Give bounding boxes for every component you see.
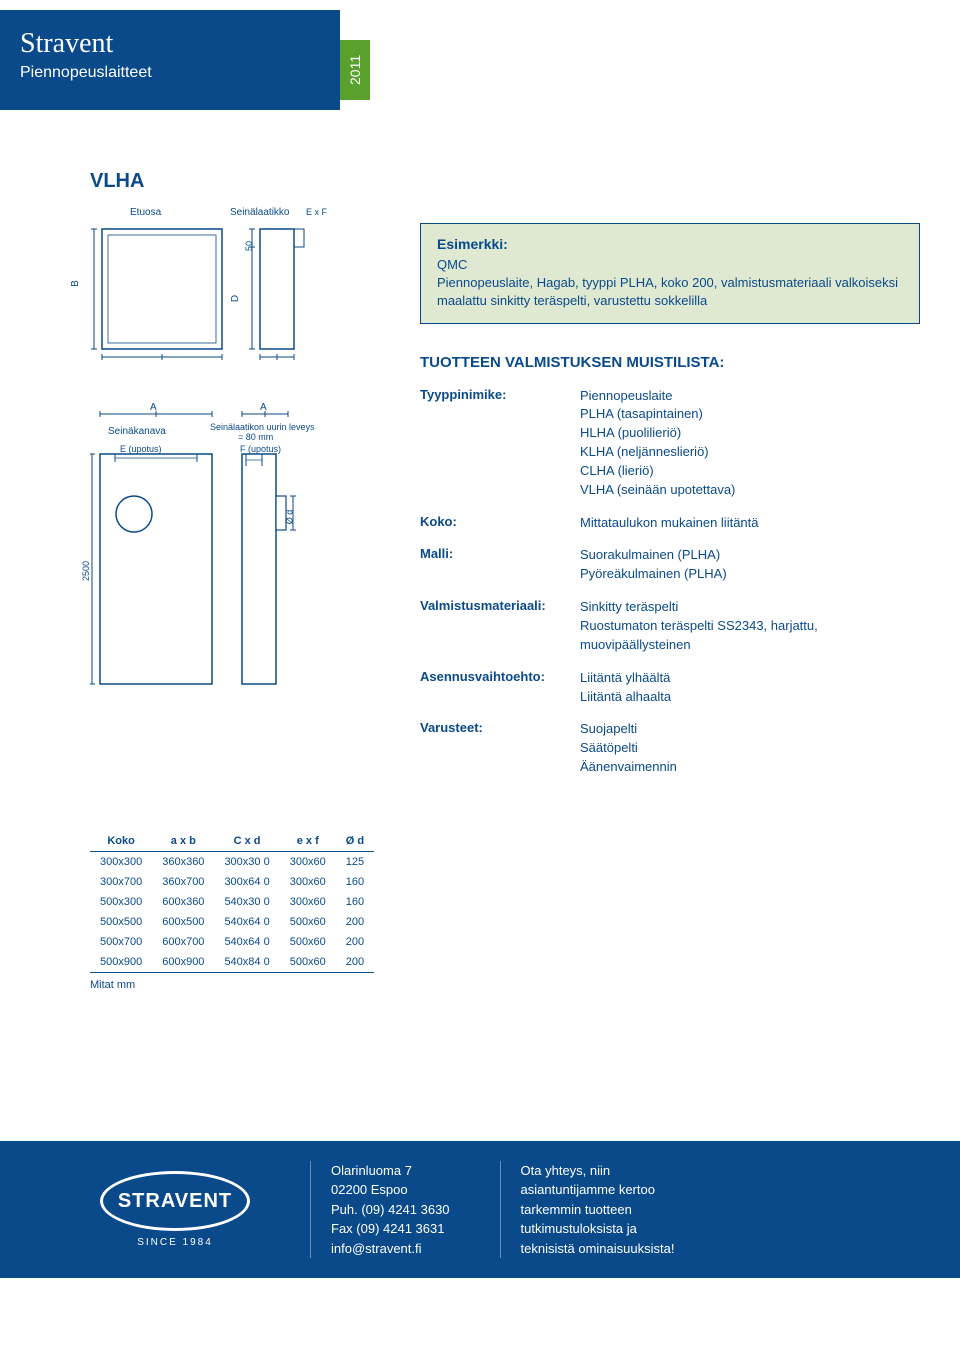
table-header: e x f <box>280 831 336 852</box>
brand-title: Stravent <box>20 28 320 60</box>
logo-since: SINCE 1984 <box>90 1237 260 1248</box>
dimensions-table: Kokoa x bC x de x fØ d 300x300360x360300… <box>90 831 374 973</box>
table-row: 300x300360x360300x30 0300x60125 <box>90 851 374 872</box>
checklist-key: Tyyppinimike: <box>420 387 580 500</box>
table-cell: 600x500 <box>152 912 214 932</box>
seinalaat-diagram <box>248 223 318 363</box>
checklist: TUOTTEEN VALMISTUKSEN MUISTILISTA: Tyypp… <box>420 354 920 777</box>
table-cell: 300x60 <box>280 851 336 872</box>
table-row: 300x700360x700300x64 0300x60160 <box>90 872 374 892</box>
uurin-label: Seinälaatikon uurin leveys <box>210 422 315 432</box>
h2500-label: 2500 <box>81 561 91 581</box>
checklist-value: PiennopeuslaitePLHA (tasapintainen)HLHA … <box>580 387 735 500</box>
etuosa-diagram <box>90 223 230 363</box>
table-cell: 540x64 0 <box>214 912 279 932</box>
table-cell: 160 <box>336 872 374 892</box>
exf-label: E x F <box>306 207 327 217</box>
checklist-row: Asennusvaihtoehto:Liitäntä ylhäältäLiitä… <box>420 669 920 707</box>
table-cell: 360x700 <box>152 872 214 892</box>
table-cell: 500x700 <box>90 932 152 952</box>
table-header: a x b <box>152 831 214 852</box>
example-line2: Piennopeuslaite, Hagab, tyyppi PLHA, kok… <box>437 274 903 310</box>
table-header: C x d <box>214 831 279 852</box>
table-row: 500x900600x900540x84 0500x60200 <box>90 952 374 973</box>
table-cell: 600x360 <box>152 892 214 912</box>
etuosa-label: Etuosa <box>130 207 161 218</box>
table-cell: 300x30 0 <box>214 851 279 872</box>
table-cell: 200 <box>336 912 374 932</box>
table-header: Ø d <box>336 831 374 852</box>
brand-subtitle: Piennopeuslaitteet <box>20 64 320 82</box>
example-box: Esimerkki: QMC Piennopeuslaite, Hagab, t… <box>420 223 920 324</box>
example-line1: QMC <box>437 256 903 274</box>
checklist-row: Koko:Mittataulukon mukainen liitäntä <box>420 514 920 533</box>
table-cell: 540x30 0 <box>214 892 279 912</box>
f-upotus-label: F (upotus) <box>240 444 281 454</box>
uurin-val-label: = 80 mm <box>238 432 273 442</box>
checklist-value: Mittataulukon mukainen liitäntä <box>580 514 759 533</box>
table-cell: 600x900 <box>152 952 214 973</box>
checklist-value: Suorakulmainen (PLHA)Pyöreäkulmainen (PL… <box>580 546 727 584</box>
table-cell: 500x500 <box>90 912 152 932</box>
e-upotus-label: E (upotus) <box>120 444 162 454</box>
table-cell: 200 <box>336 932 374 952</box>
checklist-key: Malli: <box>420 546 580 584</box>
table-cell: 500x300 <box>90 892 152 912</box>
dim-d-label: D <box>230 295 241 302</box>
footer-contact: Olarinluoma 702200 EspooPuh. (09) 4241 3… <box>310 1161 450 1259</box>
table-cell: 600x700 <box>152 932 214 952</box>
checklist-value: Sinkitty teräspeltiRuostumaton teräspelt… <box>580 598 920 655</box>
footer-message: Ota yhteys, niinasiantuntijamme kertoota… <box>500 1161 675 1259</box>
table-cell: 200 <box>336 952 374 973</box>
checklist-key: Varusteet: <box>420 720 580 777</box>
checklist-key: Koko: <box>420 514 580 533</box>
checklist-key: Asennusvaihtoehto: <box>420 669 580 707</box>
checklist-row: Tyyppinimike:PiennopeuslaitePLHA (tasapi… <box>420 387 920 500</box>
dim-b-label: B <box>70 280 81 287</box>
table-cell: 500x60 <box>280 912 336 932</box>
table-cell: 300x60 <box>280 872 336 892</box>
table-cell: 125 <box>336 851 374 872</box>
table-row: 500x700600x700540x64 0500x60200 <box>90 932 374 952</box>
table-row: 500x500600x500540x64 0500x60200 <box>90 912 374 932</box>
table-cell: 300x700 <box>90 872 152 892</box>
seinakanava-label: Seinäkanava <box>108 426 166 437</box>
table-units: Mitat mm <box>90 979 920 991</box>
checklist-title: TUOTTEEN VALMISTUKSEN MUISTILISTA: <box>420 354 920 371</box>
od-label: Ø d <box>284 510 294 525</box>
checklist-key: Valmistusmateriaali: <box>420 598 580 655</box>
table-header: Koko <box>90 831 152 852</box>
table-cell: 300x300 <box>90 851 152 872</box>
table-cell: 360x360 <box>152 851 214 872</box>
product-code: VLHA <box>90 170 920 193</box>
table-cell: 540x84 0 <box>214 952 279 973</box>
table-cell: 160 <box>336 892 374 912</box>
table-cell: 500x60 <box>280 952 336 973</box>
table-cell: 500x900 <box>90 952 152 973</box>
dim-a1-label: A <box>150 402 157 413</box>
seinalaat-label: Seinälaatikko <box>230 207 289 218</box>
checklist-row: Varusteet:SuojapeltiSäätöpeltiÄänenvaime… <box>420 720 920 777</box>
data-table-section: Kokoa x bC x de x fØ d 300x300360x360300… <box>90 831 920 991</box>
table-cell: 500x60 <box>280 932 336 952</box>
page-footer: STRAVENT SINCE 1984 Olarinluoma 702200 E… <box>0 1141 960 1279</box>
checklist-value: Liitäntä ylhäältäLiitäntä alhaalta <box>580 669 671 707</box>
footer-logo: STRAVENT SINCE 1984 <box>90 1171 260 1248</box>
fifty-label: 50 <box>244 241 254 251</box>
example-title: Esimerkki: <box>437 236 903 252</box>
diagrams-column: Etuosa B Seinälaatikko <box>90 223 390 791</box>
checklist-row: Valmistusmateriaali:Sinkitty teräspeltiR… <box>420 598 920 655</box>
table-cell: 540x64 0 <box>214 932 279 952</box>
table-cell: 300x60 <box>280 892 336 912</box>
dim-a2-label: A <box>260 402 267 413</box>
logo-oval: STRAVENT <box>100 1171 250 1231</box>
checklist-row: Malli:Suorakulmainen (PLHA)Pyöreäkulmain… <box>420 546 920 584</box>
table-row: 500x300600x360540x30 0300x60160 <box>90 892 374 912</box>
year-tab: 2011 <box>340 40 370 100</box>
header-banner: Stravent Piennopeuslaitteet 2011 <box>0 10 340 110</box>
table-cell: 300x64 0 <box>214 872 279 892</box>
checklist-value: SuojapeltiSäätöpeltiÄänenvaimennin <box>580 720 677 777</box>
